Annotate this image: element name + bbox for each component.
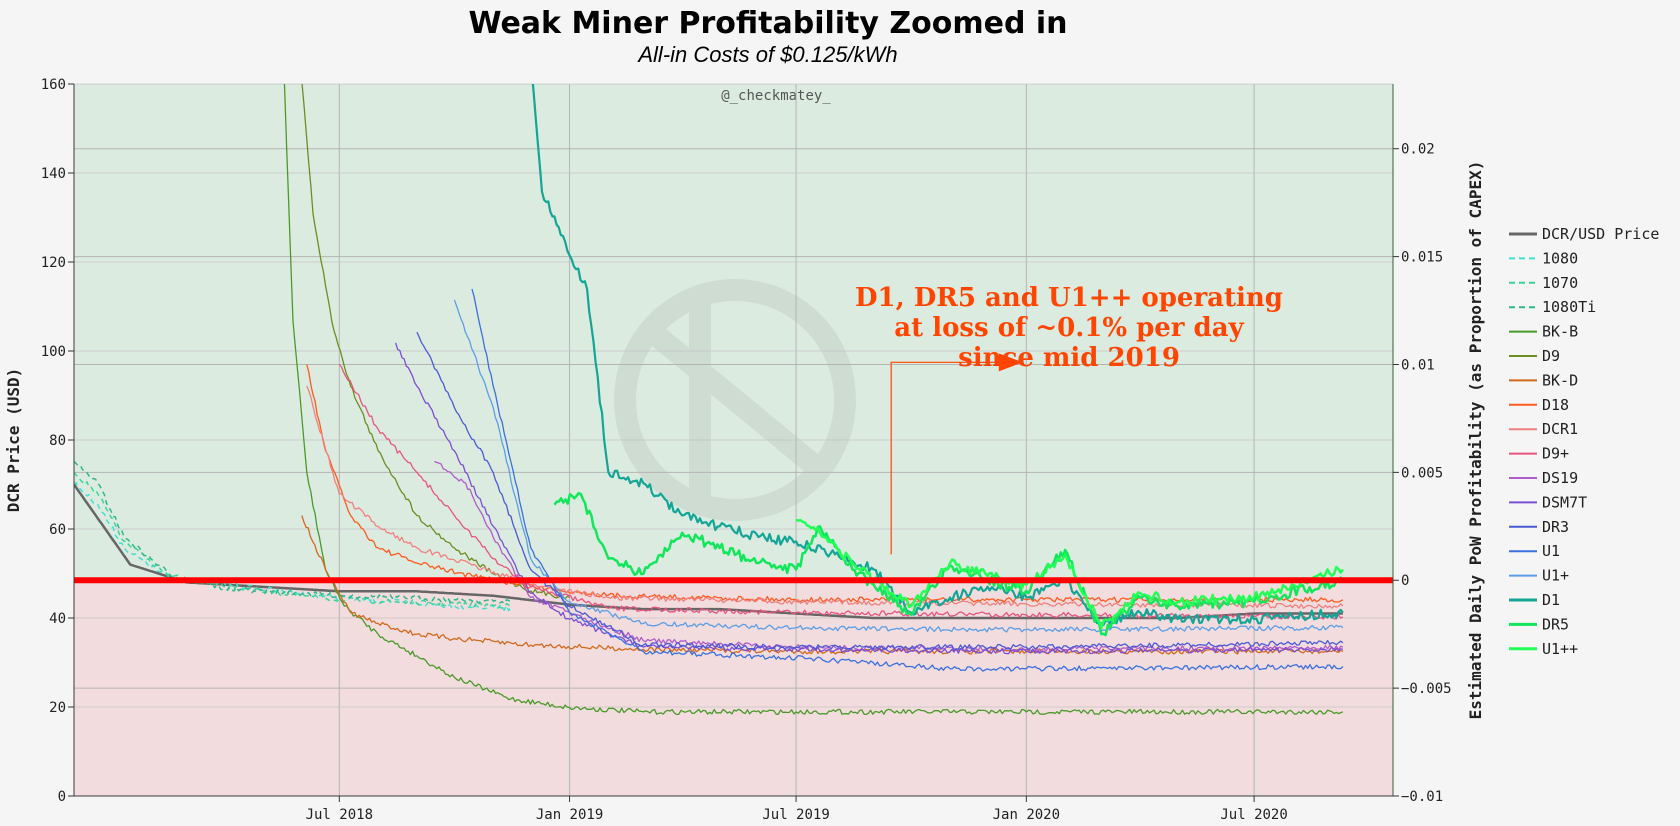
legend-item[interactable]: DS19: [1509, 469, 1578, 487]
legend-label: 1070: [1542, 274, 1578, 292]
y2-axis-title: Estimated Daily PoW Profitability (as Pr…: [1466, 161, 1485, 720]
legend-label: DR5: [1542, 615, 1569, 633]
series-line-1080ti: [74, 461, 512, 605]
chart-subtitle: All-in Costs of $0.125/kWh: [636, 42, 897, 67]
legend-label: DS19: [1542, 469, 1578, 487]
series-line-d1: [531, 84, 1344, 626]
y-tick-label: 160: [41, 77, 66, 93]
y2-tick-label: 0.015: [1401, 250, 1443, 266]
legend[interactable]: DCR/USD Price 1080 1070 1080Ti BK-B D9 BK-D D18…: [1509, 225, 1659, 658]
legend-label: 1080: [1542, 249, 1578, 267]
legend-label: D9+: [1542, 445, 1569, 463]
legend-item[interactable]: DCR/USD Price: [1509, 225, 1659, 243]
y2-tick-label: 0.005: [1401, 465, 1443, 481]
y-tick-label: 120: [41, 255, 66, 271]
y2-tick-label: 0: [1401, 573, 1409, 589]
series-line-bk-b: [283, 84, 1344, 716]
legend-item[interactable]: DR5: [1509, 615, 1569, 633]
y-tick-label: 80: [49, 433, 66, 449]
legend-label: D18: [1542, 396, 1569, 414]
legend-item[interactable]: U1++: [1509, 640, 1578, 658]
y-tick-label: 20: [49, 700, 66, 716]
legend-label: 1080Ti: [1542, 298, 1596, 316]
axes: 0 20 40 60 80 100 120 140 160 −0.01 −0.005 0 0.005 0.…: [41, 77, 1452, 823]
series-line-u1: [795, 518, 1344, 629]
series-line-dsm7t: [394, 342, 1344, 655]
y-axis-title: DCR Price (USD): [4, 368, 23, 513]
legend-label: BK-B: [1542, 323, 1578, 341]
annotation-text-line: D1, DR5 and U1++ operating: [855, 283, 1283, 313]
legend-item[interactable]: D9: [1509, 347, 1560, 365]
legend-item[interactable]: 1070: [1509, 274, 1578, 292]
x-tick-label: Jul 2018: [306, 807, 373, 823]
chart-title: Weak Miner Profitability Zoomed in: [468, 6, 1067, 41]
x-tick-label: Jan 2020: [993, 807, 1060, 823]
legend-item[interactable]: U1+: [1509, 567, 1569, 585]
legend-label: DCR1: [1542, 420, 1578, 438]
series-line-bk-d: [301, 515, 1344, 655]
y2-tick-label: −0.01: [1401, 789, 1443, 805]
x-tick-label: Jul 2020: [1220, 807, 1287, 823]
watermark-logo: [614, 279, 856, 521]
legend-label: D1: [1542, 591, 1560, 609]
legend-item[interactable]: D1: [1509, 591, 1560, 609]
legend-item[interactable]: U1: [1509, 542, 1560, 560]
y2-tick-label: −0.005: [1401, 681, 1452, 697]
series-line-1080: [74, 482, 512, 612]
legend-label: DCR/USD Price: [1542, 225, 1659, 243]
series-line-d9: [301, 84, 570, 600]
legend-item[interactable]: DR3: [1509, 518, 1569, 536]
legend-label: U1: [1542, 542, 1560, 560]
series-line-dr3: [416, 331, 1344, 651]
legend-item[interactable]: 1080: [1509, 249, 1578, 267]
y-tick-label: 40: [49, 611, 66, 627]
legend-label: BK-D: [1542, 371, 1578, 389]
annotation-arrowhead: [998, 353, 1023, 372]
x-tick-label: Jul 2019: [762, 807, 829, 823]
y2-tick-label: 0.02: [1401, 142, 1435, 158]
y2-tick-label: 0.01: [1401, 357, 1435, 373]
legend-label: U1++: [1542, 640, 1578, 658]
legend-label: D9: [1542, 347, 1560, 365]
legend-item[interactable]: D18: [1509, 396, 1569, 414]
legend-item[interactable]: D9+: [1509, 445, 1569, 463]
y-tick-label: 0: [58, 789, 66, 805]
y-tick-label: 140: [41, 166, 66, 182]
legend-item[interactable]: BK-D: [1509, 371, 1578, 389]
y-tick-label: 100: [41, 344, 66, 360]
annotation-connector: [890, 361, 999, 555]
legend-item[interactable]: DCR1: [1509, 420, 1578, 438]
series-line-1070: [74, 471, 512, 609]
legend-item[interactable]: BK-B: [1509, 323, 1578, 341]
series-layer: [74, 84, 1344, 716]
legend-label: DR3: [1542, 518, 1569, 536]
y-tick-label: 60: [49, 522, 66, 538]
series-line-d9: [338, 364, 1344, 620]
legend-item[interactable]: 1080Ti: [1509, 298, 1596, 316]
x-tick-label: Jan 2019: [536, 807, 603, 823]
legend-label: DSM7T: [1542, 493, 1587, 511]
series-line-u1: [471, 288, 1344, 672]
annotation-text-line: at loss of ~0.1% per day: [894, 313, 1244, 343]
series-line-u1: [453, 299, 1344, 633]
watermark-handle: @_checkmatey_: [721, 88, 831, 104]
legend-label: U1+: [1542, 567, 1569, 585]
legend-item[interactable]: DSM7T: [1509, 493, 1587, 511]
annotation-text-line: since mid 2019: [958, 343, 1180, 373]
